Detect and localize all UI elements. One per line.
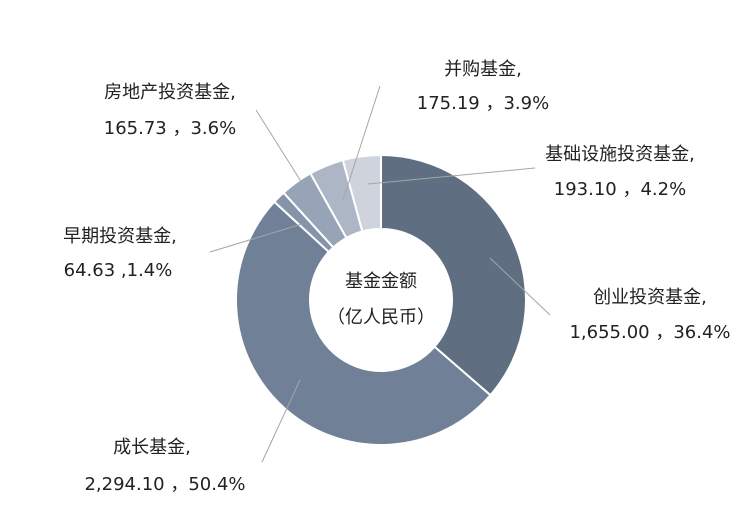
slice-label: 房地产投资基金, (104, 82, 236, 103)
value-label: 64.63 ,1.4% (64, 260, 173, 281)
value-label: 193.10 ，4.2% (554, 179, 686, 200)
donut-slice (282, 172, 348, 249)
leader-line (367, 167, 536, 185)
slice-label: 创业投资基金, (593, 287, 707, 308)
donut-slice (235, 200, 492, 446)
slice-label: 基础设施投资基金, (545, 144, 695, 165)
value-label: 165.73 ，3.6% (104, 118, 236, 139)
center-subtitle: （亿人民币） (327, 307, 435, 328)
value-label: 175.19 ，3.9% (417, 93, 549, 114)
leader-line (209, 223, 303, 253)
leader-line (255, 109, 303, 184)
value-label: 1,655.00 ，36.4% (569, 322, 730, 343)
leader-line (489, 257, 551, 316)
slice-label: 并购基金, (444, 59, 522, 80)
slice-label: 早期投资基金, (63, 226, 177, 247)
leader-line (342, 85, 381, 201)
donut-slice (380, 153, 527, 397)
leader-line (261, 379, 301, 463)
slice-label: 成长基金, (113, 437, 191, 458)
center-title: 基金金额 (345, 271, 417, 292)
donut-slice (309, 158, 364, 240)
value-label: 2,294.10 ，50.4% (84, 474, 245, 495)
